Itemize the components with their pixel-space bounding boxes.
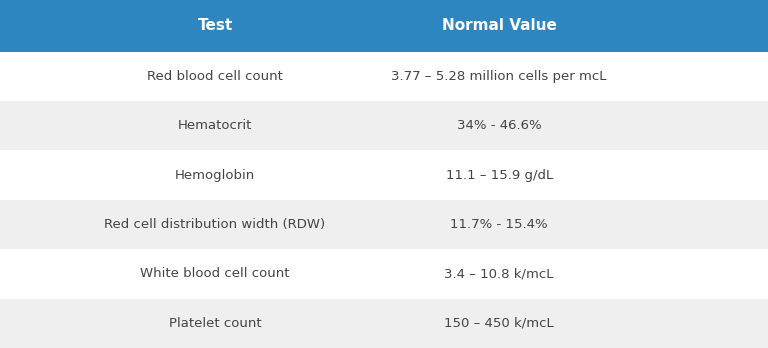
Text: Hematocrit: Hematocrit: [178, 119, 252, 132]
Text: Red blood cell count: Red blood cell count: [147, 70, 283, 83]
Bar: [0, 200, 768, 249]
Text: Hemoglobin: Hemoglobin: [175, 168, 255, 182]
Bar: [0, 249, 768, 299]
Bar: [0, 150, 768, 200]
Text: Test: Test: [197, 18, 233, 33]
Bar: [0, 101, 768, 150]
Bar: [0, 52, 768, 101]
Text: 11.7% - 15.4%: 11.7% - 15.4%: [450, 218, 548, 231]
Text: 3.77 – 5.28 million cells per mcL: 3.77 – 5.28 million cells per mcL: [392, 70, 607, 83]
Text: Platelet count: Platelet count: [169, 317, 261, 330]
Bar: [0, 0, 768, 52]
Text: 150 – 450 k/mcL: 150 – 450 k/mcL: [445, 317, 554, 330]
Text: 3.4 – 10.8 k/mcL: 3.4 – 10.8 k/mcL: [445, 267, 554, 280]
Text: 11.1 – 15.9 g/dL: 11.1 – 15.9 g/dL: [445, 168, 553, 182]
Text: 34% - 46.6%: 34% - 46.6%: [457, 119, 541, 132]
Text: Normal Value: Normal Value: [442, 18, 557, 33]
Text: White blood cell count: White blood cell count: [141, 267, 290, 280]
Text: Red cell distribution width (RDW): Red cell distribution width (RDW): [104, 218, 326, 231]
Bar: [0, 299, 768, 348]
